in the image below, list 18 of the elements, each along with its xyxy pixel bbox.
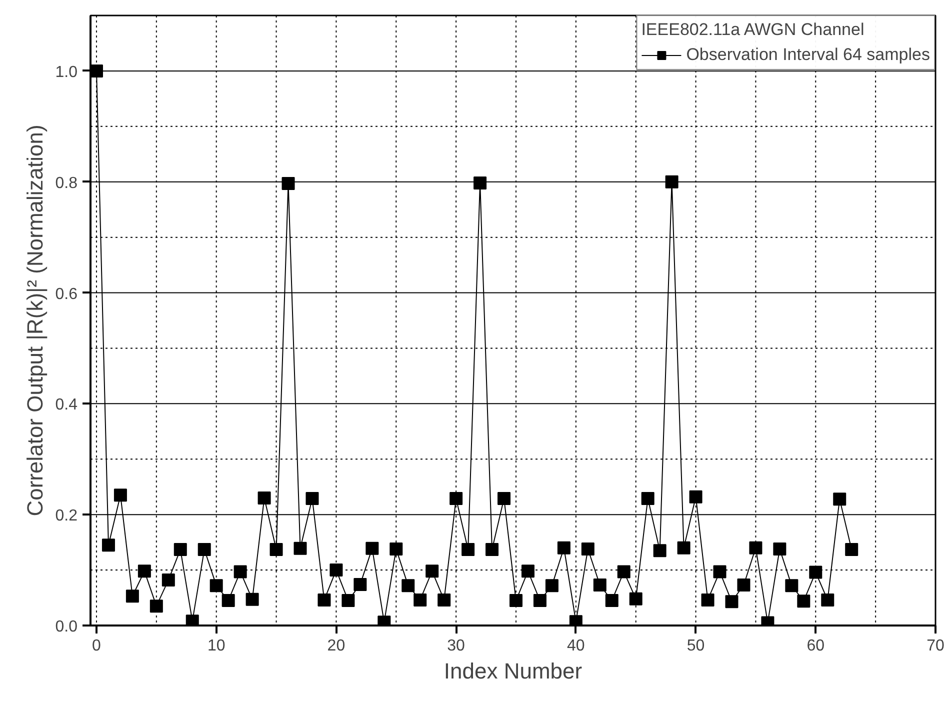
x-tick-label: 20 [327, 638, 346, 654]
x-tick-label: 70 [926, 638, 944, 654]
y-tick-label: 0.0 [55, 618, 78, 636]
x-tick-label: 0 [92, 638, 102, 654]
x-axis-title: Index Number [444, 658, 582, 684]
y-tick-label: 0.6 [55, 286, 78, 303]
y-tick-label: 0.8 [55, 174, 78, 192]
x-tick-label: 10 [207, 638, 226, 654]
x-tick-label: 40 [567, 638, 585, 654]
x-tick-label: 30 [447, 638, 466, 654]
y-tick-label: 0.2 [55, 508, 78, 525]
legend-title: IEEE802.11a AWGN Channel [641, 20, 866, 40]
y-tick-label: 0.4 [55, 396, 78, 414]
y-tick-label: 1.0 [55, 64, 78, 81]
x-tick-label: 60 [806, 638, 825, 654]
x-tick-label: 50 [686, 638, 705, 654]
y-axis-title: Correlator Output |R(k)|² (Normalization) [22, 124, 48, 516]
legend-label: Observation Interval 64 samples [686, 45, 930, 65]
